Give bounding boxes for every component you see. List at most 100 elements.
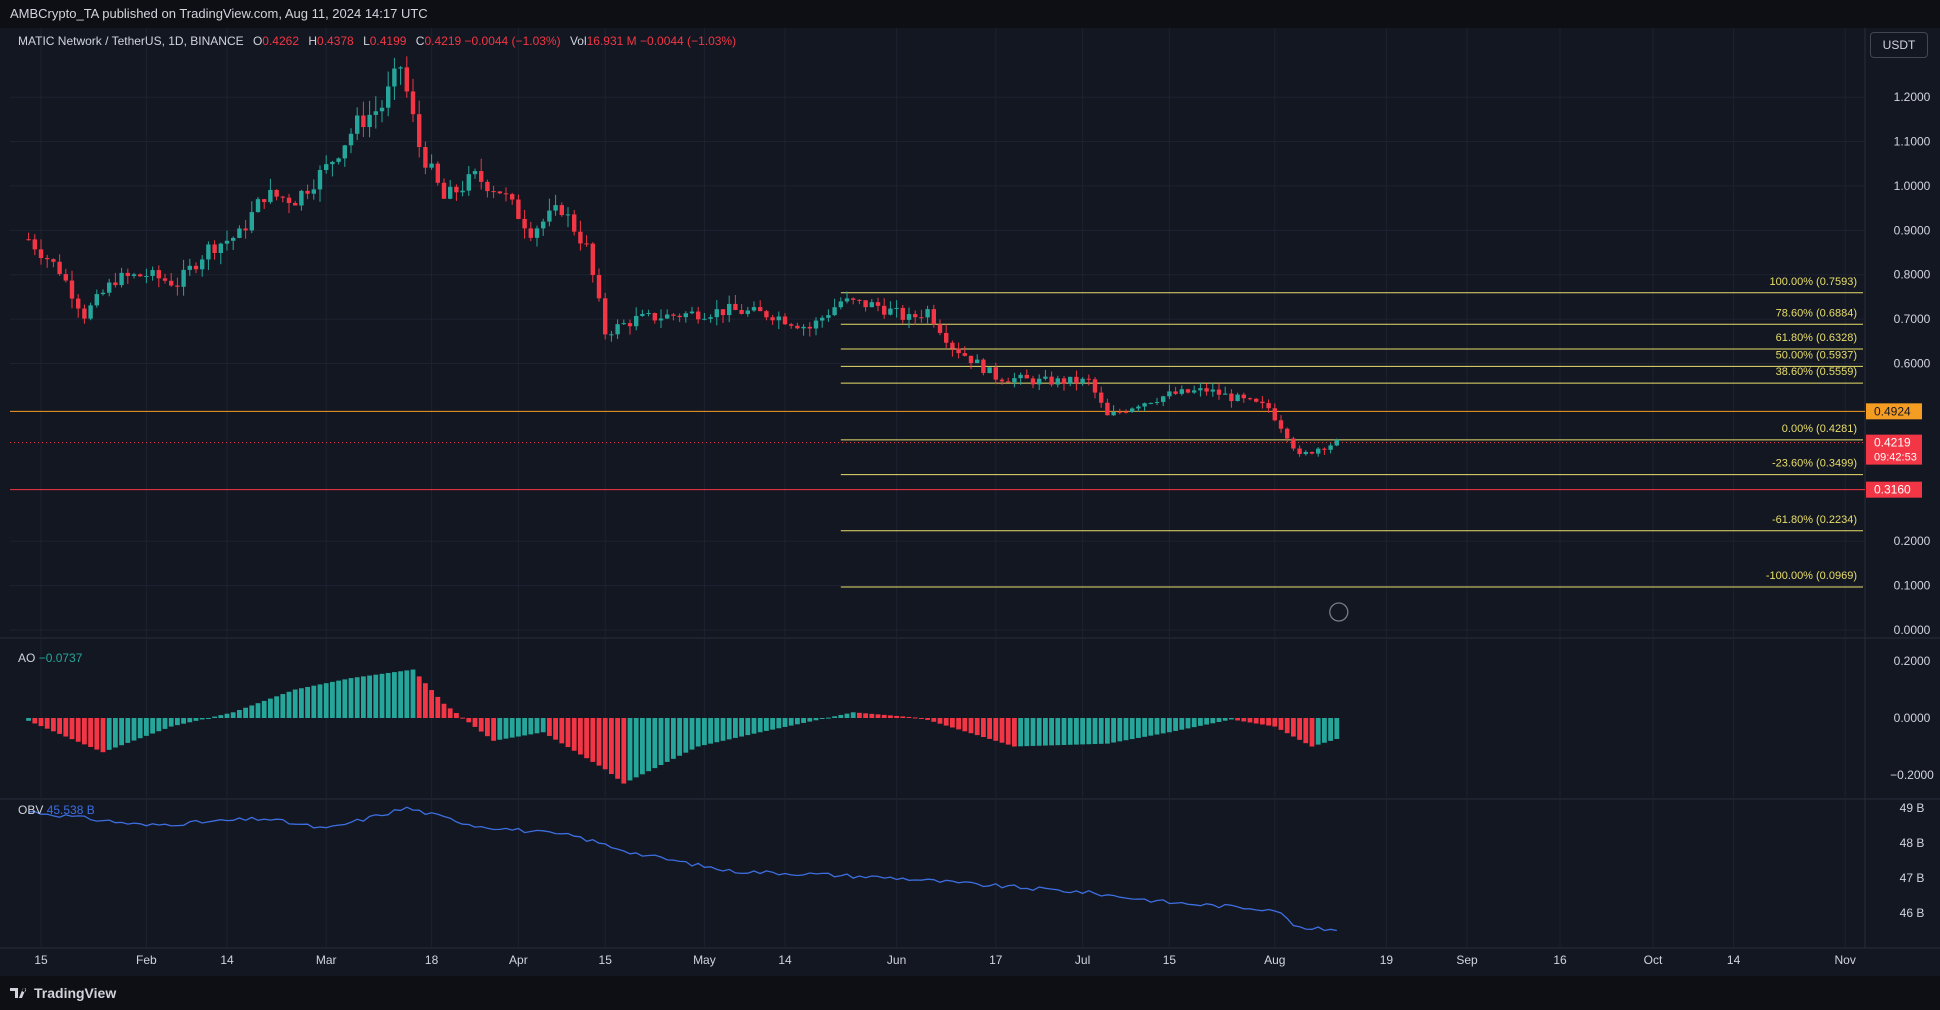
fib-level-label: 100.00% (0.7593) (1770, 276, 1857, 288)
ao-bar (695, 718, 701, 747)
ao-bar (478, 718, 484, 732)
chart-frame[interactable]: 100.00% (0.7593) 78.60% (0.6884) 61.80% (0… (0, 28, 1940, 976)
candle-body (138, 274, 143, 277)
candle-body (1266, 403, 1271, 409)
ao-bar (1142, 718, 1147, 737)
candle-body (1117, 411, 1122, 413)
candle-body (640, 313, 645, 316)
ao-bar (565, 718, 571, 748)
ao-bar (113, 718, 118, 748)
candle-body (534, 228, 540, 238)
ao-bar (1067, 718, 1073, 745)
candle-body (1006, 381, 1011, 383)
ao-bar (1160, 718, 1166, 734)
ao-bar (88, 718, 93, 747)
ao-bar (968, 718, 974, 734)
time-tick-label: Sep (1456, 953, 1478, 967)
ao-bar (1235, 718, 1240, 721)
ao-bar (571, 718, 577, 751)
ao-bar (330, 681, 335, 718)
ao-bar (317, 684, 323, 718)
ao-bar (1074, 718, 1079, 745)
fib-level-label: -61.80% (0.2234) (1772, 514, 1857, 526)
ao-bar (75, 718, 81, 742)
ao-bar (392, 672, 397, 718)
price-tick-label: 0.0000 (1894, 623, 1931, 637)
candle-body (882, 305, 887, 315)
candle-body (913, 314, 918, 318)
candle-body (125, 272, 130, 276)
ao-bar (416, 676, 422, 718)
ao-bar (671, 718, 676, 759)
ao-bar (931, 718, 937, 722)
ao-bar (51, 718, 56, 732)
candle-body (1192, 390, 1197, 393)
candle-body (274, 189, 279, 197)
candle-body (26, 239, 31, 241)
candle-body (1055, 378, 1060, 385)
candle-body (348, 133, 354, 146)
ao-bar (1303, 718, 1309, 744)
ao-bar (584, 718, 589, 759)
candle-body (894, 307, 899, 309)
volume-change: −0.0044 (−1.03%) (640, 34, 737, 48)
ao-bar (857, 712, 862, 718)
candle-body (1024, 374, 1029, 379)
level-price-text: 0.3160 (1874, 483, 1911, 497)
ao-bar (596, 718, 602, 766)
price-tick-label: 1.1000 (1894, 134, 1931, 148)
candle-body (714, 309, 719, 318)
candle-body (386, 86, 391, 108)
ao-bar (199, 718, 205, 720)
candle-body (175, 285, 180, 287)
obv-series (28, 806, 1337, 932)
ao-bar (633, 718, 639, 778)
fibonacci-retracement: 100.00% (0.7593) 78.60% (0.6884) 61.80% (0… (840, 276, 1863, 588)
candle-body (1030, 378, 1036, 385)
open-value: 0.4262 (262, 34, 299, 48)
obv-name: OBV (18, 803, 44, 817)
candle-body (32, 239, 37, 250)
ao-legend[interactable]: AO −0.0737 (18, 651, 82, 665)
candle-body (94, 294, 99, 306)
candle-body (578, 231, 583, 244)
time-tick-label: 14 (778, 953, 792, 967)
candle-body (603, 298, 608, 335)
candle-body (410, 91, 416, 115)
candle-body (193, 265, 199, 270)
symbol-name: MATIC Network / TetherUS, 1D, BINANCE (18, 34, 244, 48)
symbol-legend[interactable]: MATIC Network / TetherUS, 1D, BINANCE O0… (18, 34, 736, 48)
ao-bar (807, 718, 813, 722)
ao-bar (212, 716, 217, 718)
candle-body (417, 114, 422, 148)
currency-button[interactable]: USDT (1870, 32, 1928, 58)
candle-body (218, 243, 223, 253)
candle-body (1148, 402, 1153, 404)
ao-bar (1204, 718, 1209, 725)
ao-bar (516, 718, 521, 737)
ao-bar (323, 683, 329, 718)
ao-bar (838, 714, 844, 718)
chart-svg[interactable]: 100.00% (0.7593) 78.60% (0.6884) 61.80% (0… (0, 28, 1940, 976)
price-tick-label: 0.8000 (1894, 268, 1931, 282)
volume-value: 16.931 M (586, 34, 637, 48)
ao-bar (385, 672, 391, 718)
tradingview-brand[interactable]: TradingView (10, 985, 116, 1001)
fib-level-label: 38.60% (0.5559) (1776, 366, 1857, 378)
candle-body (1334, 439, 1339, 446)
candle-body (510, 194, 515, 200)
candle-body (677, 315, 682, 318)
horizontal-levels (10, 410, 1865, 491)
level-price-tag (1866, 481, 1922, 498)
ao-bar (757, 718, 763, 733)
ao-bar (1154, 718, 1160, 735)
ao-bar (497, 718, 503, 740)
ao-bar (261, 700, 267, 718)
obv-tick-label: 47 B (1900, 871, 1925, 885)
ao-bar (237, 710, 242, 718)
brand-name: TradingView (34, 985, 117, 1001)
ao-value: −0.0737 (38, 651, 83, 665)
countdown-text: 09:42:53 (1874, 452, 1917, 464)
ao-bar (1043, 718, 1048, 746)
obv-legend[interactable]: OBV 45.538 B (18, 803, 95, 817)
